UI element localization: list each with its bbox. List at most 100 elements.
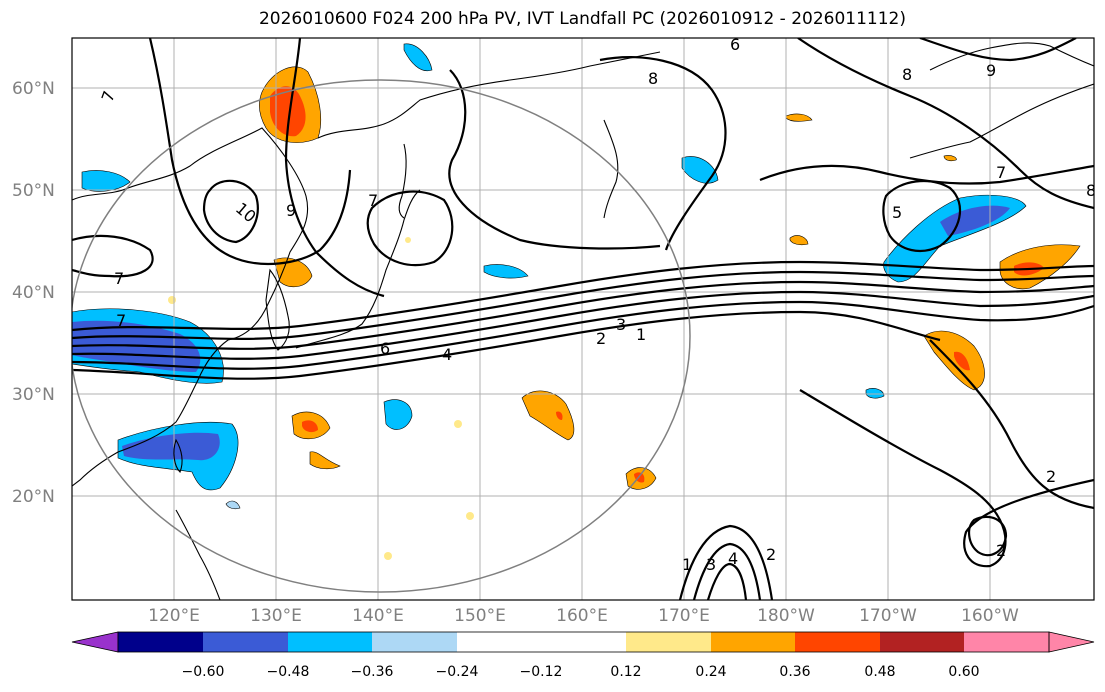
lat-label: 20°N <box>12 487 55 507</box>
orange-patch-small-4 <box>943 155 957 162</box>
colorbar-bin <box>372 632 457 652</box>
jet-contour-5 <box>72 300 1094 370</box>
yellow-dot-4 <box>454 420 462 428</box>
orange-patch-mid-pacific-core <box>556 411 563 420</box>
coast-japan <box>295 189 421 349</box>
contour-label: 2 <box>1046 467 1056 486</box>
south-low-2 <box>968 515 1008 557</box>
map-background <box>72 38 1094 600</box>
low-10 <box>202 179 259 244</box>
coast-taiwan <box>173 438 183 473</box>
colorbar: −0.60 −0.48 −0.36 −0.24 −0.12 0.12 0.24 … <box>71 631 1095 680</box>
south-hump-1 <box>678 524 774 600</box>
yellow-dot-3 <box>384 552 392 560</box>
latitude-labels: 60°N 50°N 40°N 30°N 20°N <box>12 79 55 507</box>
graticule <box>72 38 1094 600</box>
contour-label: 6 <box>730 35 740 54</box>
contour-label: 1 <box>682 555 692 574</box>
low-7 <box>366 190 454 267</box>
blue-patch-small <box>865 388 885 399</box>
contour-label: 8 <box>648 69 658 88</box>
colorbar-tick-label: −0.36 <box>351 664 394 680</box>
contour-label: 2 <box>596 329 606 348</box>
south-contour-2b <box>799 389 1094 568</box>
contour-label: 3 <box>616 315 626 334</box>
lon-label: 120°E <box>148 606 200 626</box>
contour-label: 2 <box>996 541 1006 560</box>
jet-contour-4 <box>72 290 1094 360</box>
yellow-dot-2 <box>466 512 474 520</box>
coast-korea <box>265 268 290 351</box>
colorbar-under-arrow <box>71 631 119 653</box>
colorbar-tick-label: 0.24 <box>695 664 726 680</box>
coast-okhotsk <box>317 51 661 139</box>
contour-label: 8 <box>1086 181 1096 200</box>
lat-label: 30°N <box>12 385 55 405</box>
lon-label: 140°E <box>352 606 404 626</box>
coast-asia-mainland <box>72 127 308 487</box>
south-contour-2 <box>929 339 1094 510</box>
colorbar-bin <box>203 632 288 652</box>
lat-label: 40°N <box>12 283 55 303</box>
orange-patch-small-3 <box>785 113 813 122</box>
colorbar-tick-label: −0.24 <box>436 664 479 680</box>
map-title: 2026010600 F024 200 hPa PV, IVT Landfall… <box>258 9 906 29</box>
yellow-dot-5 <box>405 237 411 243</box>
colorbar-bin <box>288 632 372 652</box>
coast-kamchatka <box>603 119 619 219</box>
jet-contour-1 <box>72 260 1094 332</box>
contour-label: 2 <box>766 545 776 564</box>
contour-label: 1 <box>636 325 646 344</box>
colorbar-bin <box>118 632 203 652</box>
lat-label: 60°N <box>12 79 55 99</box>
north-contour-c <box>284 38 385 298</box>
contour-label: 5 <box>892 203 902 222</box>
contour-label: 7 <box>368 191 378 210</box>
landfall-radius-circle <box>72 79 691 593</box>
coastlines <box>72 42 1094 600</box>
orange-patch-tropic-1-core <box>302 420 318 433</box>
lon-label: 170°E <box>658 606 710 626</box>
north-contour-h <box>919 38 1077 62</box>
shading-positive <box>168 66 1081 560</box>
orange-patch-mid-pacific <box>521 390 575 441</box>
coast-alaska <box>909 83 1094 159</box>
blue-patch-tiny <box>225 500 241 510</box>
blue-patch-kuril <box>681 156 719 184</box>
colorbar-tick-label: 0.60 <box>948 664 979 680</box>
orange-patch-korea <box>273 257 313 288</box>
contour-label: 4 <box>728 549 738 568</box>
lon-label: 160°W <box>961 606 1019 626</box>
coast-alaska-north <box>929 42 1094 71</box>
colorbar-bin <box>711 632 795 652</box>
coast-philippines <box>175 509 221 600</box>
jet-contour-3 <box>72 280 1094 350</box>
colorbar-outline <box>117 631 1050 653</box>
blue-patch-isle <box>383 399 413 430</box>
colorbar-tick-label: −0.48 <box>267 664 310 680</box>
lon-label: 150°E <box>454 606 506 626</box>
colorbar-tick-label: 0.12 <box>610 664 641 680</box>
north-contour-f <box>797 38 1094 210</box>
map-frame <box>71 37 1095 601</box>
contour-label: 7 <box>116 311 126 330</box>
blue-patch-south-china-core <box>122 432 220 461</box>
north-contour-a <box>72 234 154 278</box>
lon-label: 180°W <box>757 606 815 626</box>
pv-contours <box>72 38 1094 600</box>
contour-label: 7 <box>996 163 1006 182</box>
colorbar-bin <box>880 632 964 652</box>
contour-label: 9 <box>286 201 296 220</box>
contour-label: 8 <box>902 65 912 84</box>
colorbar-over-arrow <box>1048 631 1095 653</box>
orange-patch-small-2 <box>789 235 809 246</box>
yellow-dot-1 <box>168 296 176 304</box>
colorbar-bin <box>457 632 541 652</box>
blue-patch-east-1-core <box>940 205 1010 236</box>
contour-label: 3 <box>706 555 716 574</box>
contour-label: 9 <box>986 61 996 80</box>
blue-patch-mid <box>483 264 529 279</box>
north-contour-d <box>448 69 661 250</box>
orange-patch-tropic-2 <box>309 451 341 470</box>
